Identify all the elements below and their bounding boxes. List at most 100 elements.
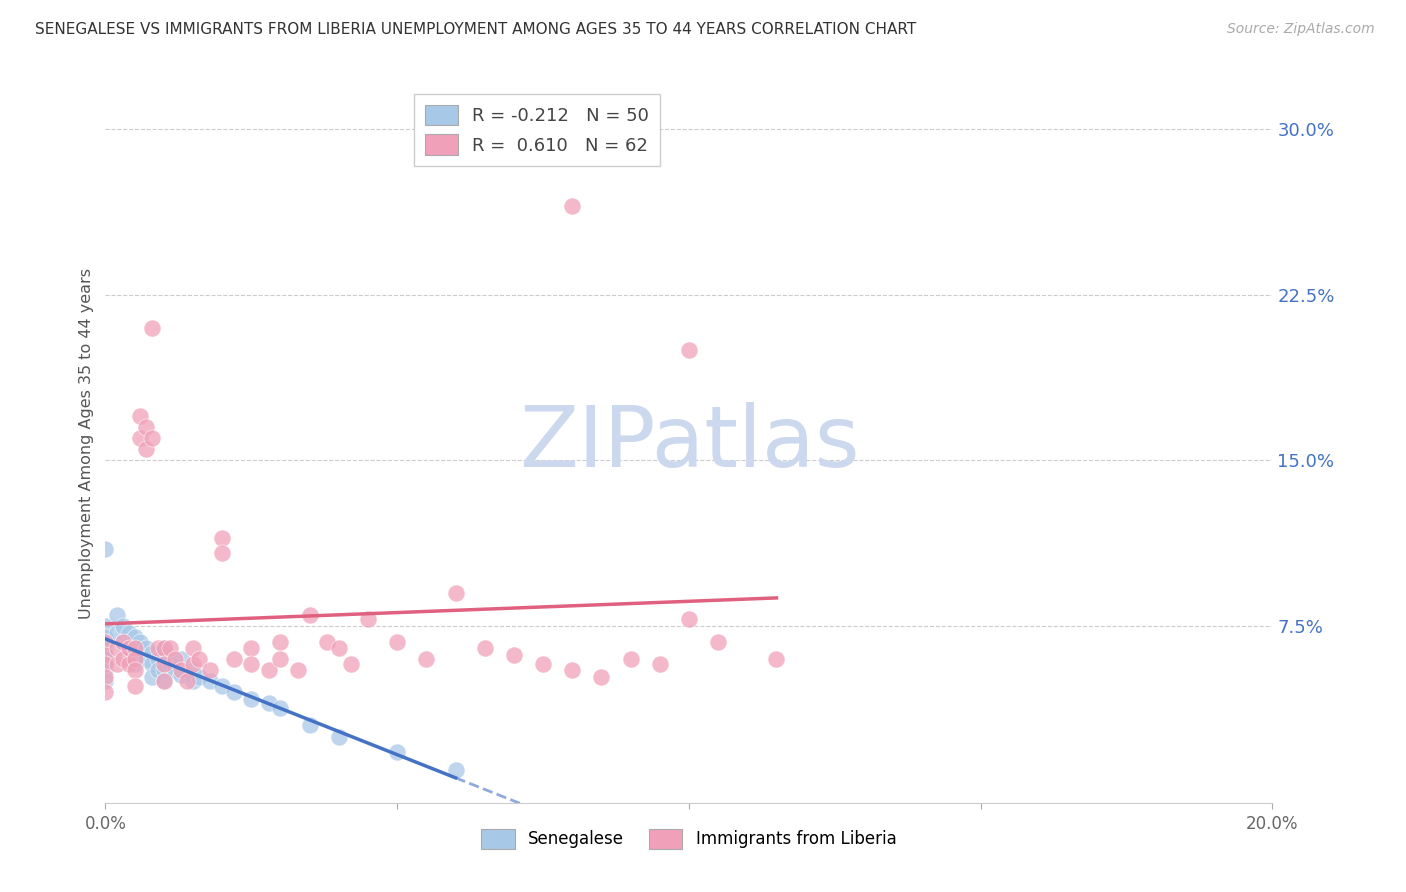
Point bbox=[153, 663, 174, 677]
Point bbox=[269, 700, 292, 714]
Point bbox=[385, 745, 409, 759]
Point bbox=[765, 652, 787, 666]
Point bbox=[118, 657, 141, 671]
Point bbox=[111, 634, 134, 648]
Point bbox=[269, 652, 292, 666]
Point bbox=[211, 679, 233, 693]
Text: ZIPatlas: ZIPatlas bbox=[519, 402, 859, 485]
Point bbox=[298, 607, 321, 622]
Point bbox=[135, 420, 157, 434]
Point bbox=[328, 641, 350, 656]
Point bbox=[146, 652, 169, 666]
Point bbox=[94, 674, 117, 689]
Point bbox=[118, 625, 141, 640]
Point bbox=[339, 657, 361, 671]
Point bbox=[165, 652, 187, 666]
Point bbox=[159, 641, 181, 656]
Point bbox=[181, 663, 204, 677]
Point bbox=[153, 641, 174, 656]
Point bbox=[187, 670, 209, 684]
Point bbox=[129, 648, 152, 662]
Point bbox=[328, 730, 350, 744]
Point bbox=[94, 657, 117, 671]
Point bbox=[94, 652, 117, 666]
Point bbox=[222, 685, 245, 699]
Point bbox=[153, 657, 174, 671]
Point bbox=[124, 652, 146, 666]
Point bbox=[94, 670, 117, 684]
Point bbox=[94, 641, 117, 656]
Point bbox=[124, 648, 146, 662]
Point bbox=[94, 648, 117, 662]
Point bbox=[124, 663, 146, 677]
Point bbox=[187, 652, 209, 666]
Point bbox=[531, 657, 554, 671]
Point bbox=[105, 607, 128, 622]
Point bbox=[257, 697, 280, 711]
Y-axis label: Unemployment Among Ages 35 to 44 years: Unemployment Among Ages 35 to 44 years bbox=[79, 268, 94, 619]
Point bbox=[124, 657, 146, 671]
Point bbox=[287, 663, 309, 677]
Point bbox=[118, 641, 141, 656]
Point bbox=[619, 652, 641, 666]
Point bbox=[444, 586, 467, 600]
Point bbox=[94, 541, 117, 556]
Point bbox=[678, 612, 700, 626]
Point bbox=[181, 674, 204, 689]
Point bbox=[211, 546, 233, 560]
Point bbox=[240, 657, 263, 671]
Point bbox=[105, 641, 128, 656]
Point bbox=[561, 663, 583, 677]
Point bbox=[200, 663, 222, 677]
Point bbox=[124, 641, 146, 656]
Point bbox=[648, 657, 671, 671]
Point bbox=[707, 634, 730, 648]
Point bbox=[124, 641, 146, 656]
Point bbox=[170, 663, 193, 677]
Point bbox=[240, 692, 263, 706]
Point bbox=[146, 641, 169, 656]
Legend: Senegalese, Immigrants from Liberia: Senegalese, Immigrants from Liberia bbox=[475, 822, 903, 855]
Point bbox=[165, 663, 187, 677]
Point bbox=[153, 641, 174, 656]
Text: Source: ZipAtlas.com: Source: ZipAtlas.com bbox=[1227, 22, 1375, 37]
Point bbox=[181, 657, 204, 671]
Point bbox=[444, 763, 467, 777]
Point bbox=[94, 634, 117, 648]
Point bbox=[181, 641, 204, 656]
Point bbox=[94, 630, 117, 644]
Point bbox=[153, 674, 174, 689]
Point bbox=[503, 648, 526, 662]
Point bbox=[257, 663, 280, 677]
Point bbox=[298, 718, 321, 732]
Point bbox=[678, 343, 700, 357]
Text: SENEGALESE VS IMMIGRANTS FROM LIBERIA UNEMPLOYMENT AMONG AGES 35 TO 44 YEARS COR: SENEGALESE VS IMMIGRANTS FROM LIBERIA UN… bbox=[35, 22, 917, 37]
Point bbox=[94, 657, 117, 671]
Point bbox=[105, 625, 128, 640]
Point bbox=[591, 670, 613, 684]
Point bbox=[94, 685, 117, 699]
Point bbox=[124, 679, 146, 693]
Point bbox=[141, 646, 163, 660]
Point bbox=[118, 641, 141, 656]
Point bbox=[111, 652, 134, 666]
Point bbox=[141, 431, 163, 445]
Point bbox=[211, 531, 233, 545]
Point bbox=[129, 634, 152, 648]
Point bbox=[111, 619, 134, 633]
Point bbox=[200, 674, 222, 689]
Point bbox=[170, 667, 193, 681]
Point bbox=[153, 674, 174, 689]
Point bbox=[316, 634, 339, 648]
Point bbox=[135, 652, 157, 666]
Point bbox=[111, 634, 134, 648]
Point bbox=[94, 634, 117, 648]
Point bbox=[129, 431, 152, 445]
Point bbox=[94, 648, 117, 662]
Point bbox=[135, 641, 157, 656]
Point bbox=[222, 652, 245, 666]
Point bbox=[170, 652, 193, 666]
Point bbox=[105, 657, 128, 671]
Point bbox=[474, 641, 496, 656]
Point bbox=[141, 320, 163, 334]
